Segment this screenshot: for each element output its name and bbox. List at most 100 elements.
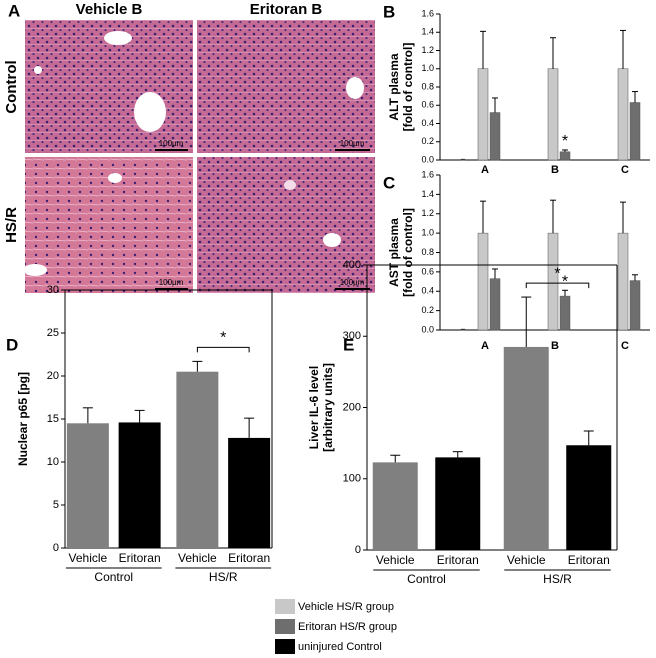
bar — [489, 112, 501, 161]
scale-bar-label: 100µm — [340, 139, 365, 148]
y-axis-title: AST plasma — [387, 218, 401, 287]
annotation: * — [562, 133, 568, 150]
y-tick-label: 0.8 — [421, 81, 434, 91]
histology-image — [197, 157, 375, 293]
bar — [617, 68, 629, 161]
panel-label: C — [383, 173, 395, 192]
bar — [489, 278, 501, 331]
legend-label: Eritoran HS/R group — [298, 621, 397, 633]
legend-swatch — [275, 619, 295, 634]
bar — [228, 437, 271, 548]
vessel — [323, 233, 341, 247]
y-axis-title: ALT plasma — [387, 53, 401, 120]
y-axis-title: [fold of control] — [401, 208, 415, 297]
y-tick-label: 1.4 — [421, 189, 434, 199]
y-tick-label: 0 — [53, 542, 59, 554]
vessel — [284, 180, 296, 190]
y-tick-label: 0.6 — [421, 266, 434, 276]
legend-swatch — [275, 639, 295, 654]
vessel — [346, 77, 364, 99]
column-header: Vehicle B — [76, 1, 143, 18]
y-tick-label: 200 — [343, 401, 361, 413]
y-tick-label: 300 — [343, 330, 361, 342]
x-tick-label: C — [621, 340, 629, 352]
bar — [118, 422, 161, 548]
y-axis-title: Liver IL-6 level — [307, 366, 321, 449]
bar — [629, 102, 641, 161]
y-tick-label: 0.0 — [421, 154, 434, 164]
y-tick-label: 1.4 — [421, 27, 434, 37]
panel-label: D — [6, 335, 18, 354]
significance-bracket — [525, 282, 590, 289]
y-tick-label: 1.6 — [421, 169, 434, 179]
y-tick-label: 0.2 — [421, 136, 434, 146]
vessel — [134, 92, 166, 132]
x-tick-label: Vehicle — [178, 551, 217, 565]
bar — [547, 68, 559, 161]
column-header: Eritoran B — [250, 1, 323, 18]
legend-label: Vehicle HS/R group — [298, 601, 394, 613]
bar — [435, 457, 481, 550]
x-tick-label: Eritoran — [568, 553, 610, 567]
y-axis-title: Nuclear p65 [pg] — [16, 372, 30, 466]
panel-a: A Vehicle B Eritoran B Control HS/R 100µ… — [3, 1, 375, 293]
group-label: Control — [94, 570, 133, 584]
bar — [477, 68, 489, 161]
vessel — [104, 31, 132, 45]
y-tick-label: 1.0 — [421, 63, 434, 73]
y-tick-label: 1.0 — [421, 228, 434, 238]
x-tick-label: Eritoran — [228, 551, 270, 565]
y-tick-label: 5 — [53, 499, 59, 511]
y-tick-label: 20 — [47, 370, 59, 382]
scale-bar-label: 100µm — [340, 278, 365, 287]
bar — [503, 346, 549, 550]
annotation: * — [562, 274, 568, 291]
group-label: Control — [407, 572, 446, 586]
row-header: Control — [3, 60, 20, 113]
x-tick-label: A — [481, 164, 489, 176]
y-tick-label: 0.0 — [421, 324, 434, 334]
bar — [629, 280, 641, 331]
annotation: * — [554, 265, 560, 282]
x-tick-label: B — [551, 164, 559, 176]
legend-swatch — [275, 599, 295, 614]
bar — [460, 158, 466, 161]
x-tick-label: C — [621, 164, 629, 176]
vessel — [108, 173, 122, 183]
x-tick-label: A — [481, 340, 489, 352]
y-tick-label: 30 — [47, 284, 59, 296]
annotation: * — [220, 330, 226, 347]
bar — [559, 295, 571, 331]
y-tick-label: 0.6 — [421, 100, 434, 110]
bar — [460, 328, 466, 331]
x-tick-label: Eritoran — [119, 551, 161, 565]
y-tick-label: 400 — [343, 259, 361, 271]
y-tick-label: 25 — [47, 327, 59, 339]
group-label: HS/R — [209, 570, 238, 584]
legend-label: uninjured Control — [298, 641, 382, 653]
vessel — [34, 66, 42, 74]
y-tick-label: 0 — [355, 544, 361, 556]
bar — [566, 445, 612, 550]
bar — [477, 232, 489, 331]
y-tick-label: 100 — [343, 473, 361, 485]
x-tick-label: Eritoran — [437, 553, 479, 567]
y-axis-title: [fold of control] — [401, 43, 415, 132]
x-tick-label: Vehicle — [507, 553, 546, 567]
y-axis-title: [arbitrary units] — [321, 363, 335, 452]
significance-bracket — [196, 346, 250, 353]
row-header: HS/R — [3, 207, 20, 243]
y-tick-label: 1.2 — [421, 45, 434, 55]
y-tick-label: 1.2 — [421, 208, 434, 218]
bar — [66, 423, 109, 548]
histology-image — [197, 20, 375, 153]
y-tick-label: 0.4 — [421, 286, 434, 296]
y-tick-label: 0.8 — [421, 247, 434, 257]
x-tick-label: Vehicle — [69, 551, 108, 565]
bar — [559, 151, 571, 161]
panel-label: A — [8, 1, 20, 20]
bar — [176, 371, 219, 548]
group-label: HS/R — [543, 572, 572, 586]
y-tick-label: 0.2 — [421, 305, 434, 315]
